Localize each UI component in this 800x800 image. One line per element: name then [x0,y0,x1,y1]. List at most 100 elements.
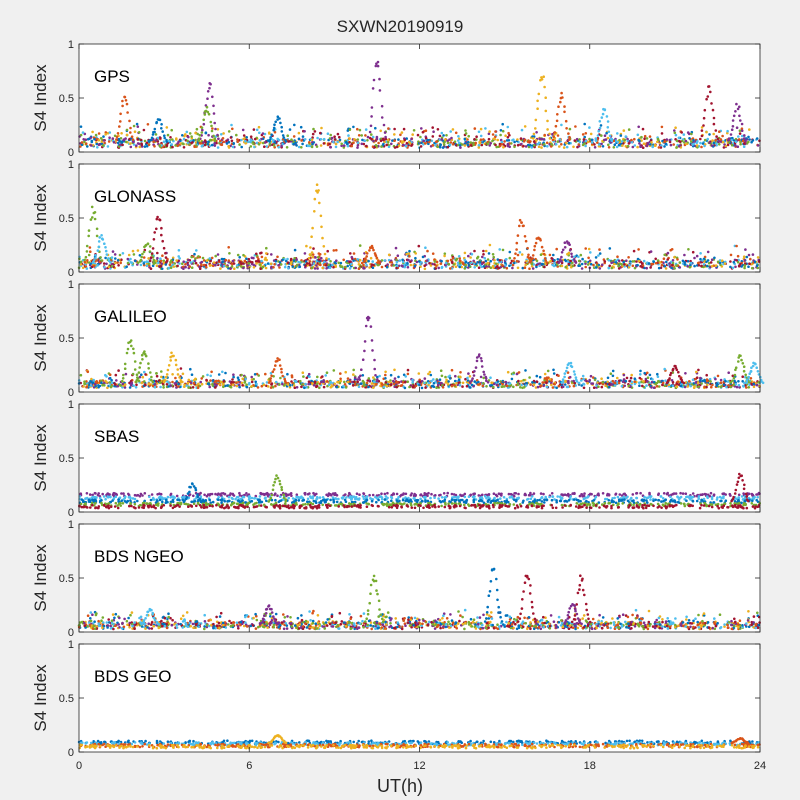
data-point [508,382,511,386]
data-point [598,267,602,270]
data-point [608,385,611,389]
data-point [130,344,133,348]
data-point [115,138,118,141]
data-point [574,261,578,264]
data-point [622,260,625,264]
data-point [203,113,207,116]
data-point [200,382,204,386]
data-point [174,363,178,367]
data-point [738,132,742,135]
data-point [738,386,741,389]
data-point [748,138,751,141]
data-point [665,260,668,264]
data-point [499,138,503,142]
data-point [531,257,534,260]
data-point [126,257,130,261]
data-point [624,135,628,138]
data-point [582,383,586,386]
data-point [307,382,310,386]
data-point [679,491,682,495]
data-point [580,384,583,387]
data-point [730,143,734,147]
data-point [152,238,156,241]
data-point [637,138,640,142]
data-point [125,351,129,355]
data-point [664,267,668,270]
data-point [255,128,259,132]
data-point [187,135,190,139]
data-point [213,139,217,142]
data-point [729,260,732,263]
data-point [453,383,456,387]
data-point [492,255,496,259]
data-point [415,260,419,264]
data-point [90,144,93,147]
data-point [329,133,333,137]
data-point [312,127,315,131]
data-point [319,263,322,267]
data-point [520,253,524,256]
data-point [293,257,296,260]
data-point [522,378,525,382]
data-point [364,257,367,260]
data-point [222,132,225,135]
data-point [315,382,319,386]
data-point [657,146,661,149]
data-point [294,380,298,384]
data-point [313,197,317,201]
data-point [607,259,611,262]
data-point [516,383,520,387]
data-point [632,249,636,253]
data-point [646,376,650,380]
data-point [190,381,193,385]
data-point [116,132,120,135]
data-point [513,140,516,144]
data-point [739,140,742,144]
data-point [392,379,395,383]
data-point [248,381,251,385]
data-point [736,145,740,148]
data-point [690,132,693,136]
data-point [533,248,536,252]
data-point [489,259,493,263]
data-point [216,253,220,256]
data-point [154,133,158,136]
data-point [433,260,437,263]
data-point [722,383,726,387]
data-point [441,386,445,389]
data-point [630,138,633,142]
data-point [633,377,637,381]
data-point [105,375,108,378]
data-point [633,137,636,141]
data-point [572,370,576,373]
data-point [96,146,99,149]
data-point [181,142,184,145]
data-point [732,260,736,264]
data-point [647,262,651,265]
data-point [106,386,109,390]
data-point [362,142,366,146]
data-point [292,135,296,138]
data-point [104,249,108,253]
data-point [504,258,508,261]
data-point [543,377,547,380]
data-point [305,244,308,248]
data-point [508,145,512,149]
data-point [575,137,579,141]
data-point [167,364,171,367]
data-point [496,265,499,268]
data-point [542,138,546,141]
data-point [623,263,626,266]
data-point [393,377,397,380]
data-point [209,120,213,124]
data-point [521,386,524,390]
data-point [153,383,157,386]
data-point [639,491,642,495]
data-point [533,144,536,147]
data-point [240,138,243,142]
data-point [252,256,255,260]
data-point [574,376,578,379]
data-point [627,255,630,259]
data-point [273,141,277,144]
